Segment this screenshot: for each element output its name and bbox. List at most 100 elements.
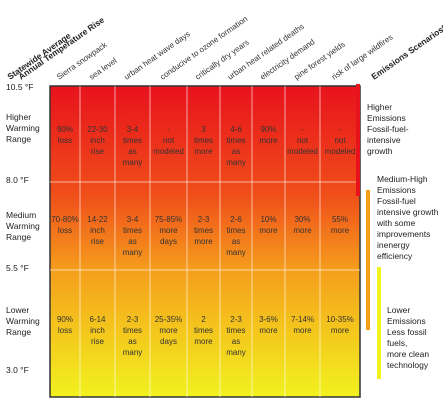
cell-text: 90% [260, 125, 276, 134]
cell-text: 2-3 [230, 315, 242, 324]
cell-text: 4-6 [230, 125, 242, 134]
cell-text: times [194, 136, 213, 145]
cell-text: more [293, 326, 312, 335]
cell-text: as [232, 337, 240, 346]
scenario-text: intensive [367, 135, 401, 145]
cell-text: loss [58, 136, 72, 145]
cell-text: as [128, 147, 136, 156]
scenario-text: growth [367, 146, 393, 156]
cell-text: times [226, 326, 245, 335]
scenario-text: more clean [387, 349, 429, 359]
scenario-bar [356, 84, 360, 196]
cell-text: 3-6% [259, 315, 278, 324]
cell-text: 30% [294, 215, 310, 224]
column-header: electricity demand [258, 37, 316, 81]
scenario-text: fuels, [387, 338, 407, 348]
cell-text: not [297, 136, 309, 145]
range-label: Warming [6, 316, 40, 326]
cell-text: 2 [201, 315, 206, 324]
cell-text: 6-14 [89, 315, 106, 324]
cell-text: inch [90, 226, 105, 235]
cell-text: more [159, 326, 178, 335]
cell-text: 7-14% [291, 315, 314, 324]
cell-text: 3-4 [127, 215, 139, 224]
cell-text: 25-35% [155, 315, 183, 324]
temperature-label: 10.5 °F [6, 82, 34, 92]
scenarios-heading: Emissions Scenarios** [369, 20, 443, 81]
cell-text: more [159, 226, 178, 235]
cell-text: rise [91, 237, 104, 246]
scenario-text: improvements [377, 229, 430, 239]
cell-text: many [123, 348, 143, 357]
cell-text: 75-85% [155, 215, 183, 224]
cell-text: - [339, 125, 342, 134]
cell-text: times [226, 226, 245, 235]
scenario-text: Emissions [387, 316, 426, 326]
cell-text: not [334, 136, 346, 145]
temperature-label: 8.0 °F [6, 175, 29, 185]
range-label: Range [6, 134, 31, 144]
temperature-label: 5.5 °F [6, 263, 29, 273]
cell-text: as [128, 237, 136, 246]
cell-text: 55% [332, 215, 348, 224]
cell-text: times [194, 326, 213, 335]
cell-text: 3-4 [127, 125, 139, 134]
cell-text: more [194, 337, 213, 346]
cell-text: many [226, 158, 246, 167]
cell-text: 2-3 [198, 215, 210, 224]
cell-text: rise [91, 337, 104, 346]
cell-text: more [259, 136, 278, 145]
cell-text: 10% [260, 215, 276, 224]
cell-text: 90% [57, 315, 73, 324]
scenario-text: Higher [367, 102, 392, 112]
cell-text: rise [91, 147, 104, 156]
cell-text: times [123, 326, 142, 335]
scenario-text: Emissions [367, 113, 406, 123]
range-label: Range [6, 232, 31, 242]
cell-text: loss [58, 226, 72, 235]
scenario-text: Less fossil [387, 327, 427, 337]
cell-text: inch [90, 326, 105, 335]
range-label: Higher [6, 112, 31, 122]
cell-text: many [123, 248, 143, 257]
range-label: Lower [6, 305, 29, 315]
cell-text: more [259, 326, 278, 335]
cell-text: as [232, 147, 240, 156]
scenario-text: Lower [387, 305, 410, 315]
cell-text: more [194, 147, 213, 156]
cell-text: many [226, 248, 246, 257]
cell-text: days [160, 337, 177, 346]
scenario-text: with some [376, 218, 416, 228]
cell-text: more [194, 237, 213, 246]
cell-text: 70-80% [51, 215, 79, 224]
cell-text: 22-30 [87, 125, 108, 134]
cell-text: - [301, 125, 304, 134]
range-label: Warming [6, 221, 40, 231]
cell-text: more [331, 326, 350, 335]
cell-text: 90% [57, 125, 73, 134]
cell-text: 14-22 [87, 215, 108, 224]
cell-text: times [123, 136, 142, 145]
cell-text: as [128, 337, 136, 346]
cell-text: more [293, 226, 312, 235]
scenario-text: efficiency [377, 251, 413, 261]
cell-text: - [167, 125, 170, 134]
cell-text: modeled [153, 147, 184, 156]
scenario-text: Fossil-fuel- [367, 124, 409, 134]
cell-text: times [194, 226, 213, 235]
scenario-text: Medium-High [377, 174, 428, 184]
scenario-bar [366, 190, 370, 330]
scenario-text: inenergy [377, 240, 410, 250]
cell-text: 10-35% [326, 315, 354, 324]
cell-text: many [123, 158, 143, 167]
cell-text: as [232, 237, 240, 246]
scenario-text: Fossil-fuel [377, 196, 416, 206]
cell-text: 2-6 [230, 215, 242, 224]
cell-text: not [163, 136, 175, 145]
cell-text: times [123, 226, 142, 235]
column-header: sea level [87, 56, 118, 82]
temperature-label: 3.0 °F [6, 365, 29, 375]
range-label: Range [6, 327, 31, 337]
